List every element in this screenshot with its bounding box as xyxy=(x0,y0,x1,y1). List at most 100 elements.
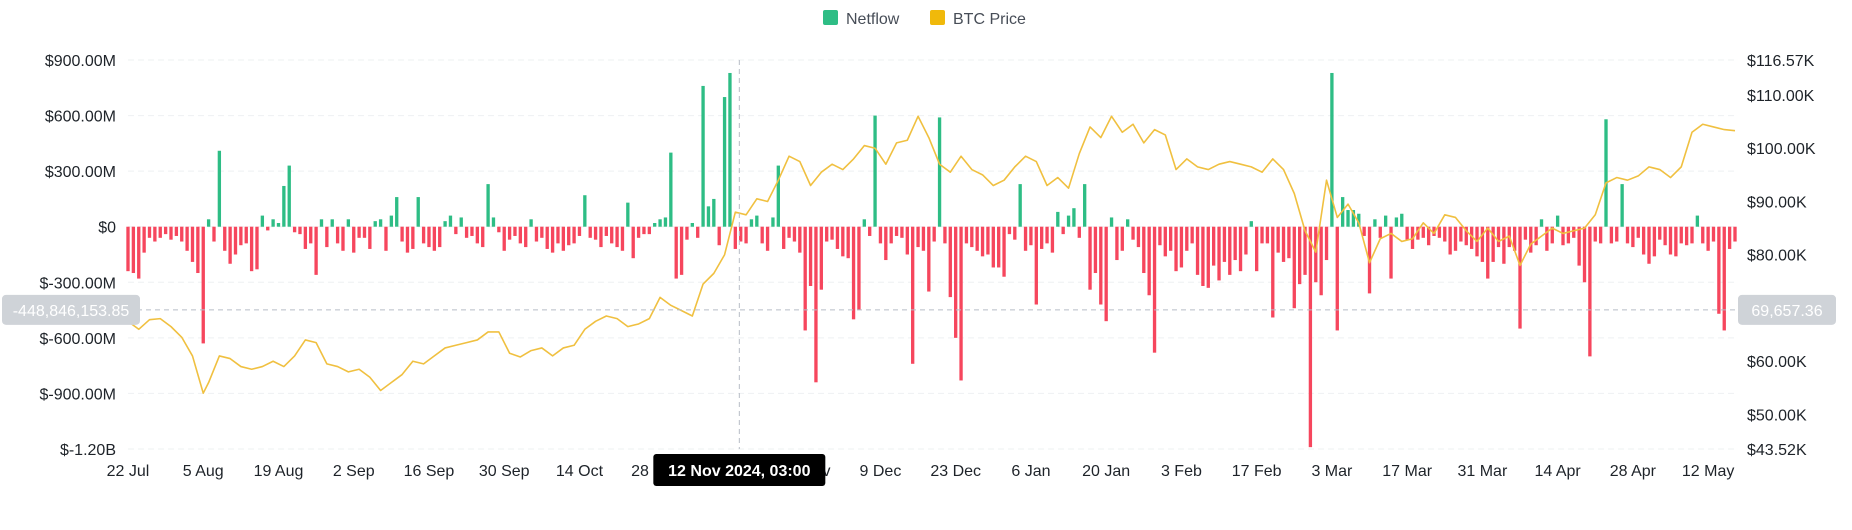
netflow-bar xyxy=(857,226,861,311)
netflow-bar xyxy=(679,226,684,275)
right-tick-label: $110.00K xyxy=(1747,88,1815,105)
netflow-bar xyxy=(1453,226,1458,251)
netflow-bar xyxy=(1029,226,1033,246)
netflow-bar xyxy=(690,223,694,227)
netflow-bar xyxy=(1496,226,1501,248)
netflow-bar xyxy=(1486,226,1490,279)
netflow-bar xyxy=(389,215,394,227)
netflow-bar xyxy=(1502,226,1506,264)
netflow-bar xyxy=(1652,226,1657,257)
x-tick-label: 16 Sep xyxy=(404,463,455,480)
netflow-bar xyxy=(1717,226,1721,314)
netflow-bar xyxy=(1529,226,1533,253)
netflow-bar xyxy=(1534,226,1538,246)
netflow-bar xyxy=(841,226,845,257)
netflow-bar xyxy=(755,215,759,227)
left-tick-label: $600.00M xyxy=(45,109,116,126)
netflow-bar xyxy=(1658,226,1662,240)
netflow-bar xyxy=(1217,226,1221,281)
right-axis: $116.57K $110.00K $100.00K $90.00K $80.00K $6… xyxy=(1747,53,1816,459)
netflow-bar xyxy=(153,226,157,242)
netflow-bar xyxy=(889,226,893,244)
netflow-bar xyxy=(712,198,716,227)
left-tick-label: $300.00M xyxy=(45,164,116,181)
netflow-bar xyxy=(959,226,963,381)
x-tick-label: 3 Feb xyxy=(1161,463,1202,480)
netflow-bar xyxy=(948,226,952,298)
netflow-bar xyxy=(309,226,313,244)
netflow-bar xyxy=(1034,226,1038,305)
crosshair-left-value: -448,846,153.85 xyxy=(13,303,130,320)
netflow-bar xyxy=(1668,226,1673,255)
netflow-bar xyxy=(760,226,764,244)
crosshair-left-badge xyxy=(2,294,140,325)
x-tick-label: 22 Jul xyxy=(107,463,150,480)
netflow-bar xyxy=(701,85,705,227)
legend-btc-price-label[interactable]: BTC Price xyxy=(953,11,1026,28)
x-tick-label: 6 Jan xyxy=(1011,463,1050,480)
netflow-bar xyxy=(927,226,931,292)
netflow-bar xyxy=(1276,226,1280,253)
legend-btc-price-swatch[interactable] xyxy=(930,10,945,25)
netflow-bar xyxy=(1050,226,1055,253)
netflow-bar xyxy=(357,226,361,238)
netflow-bar xyxy=(395,197,399,227)
netflow-bar xyxy=(868,226,872,236)
netflow-bar xyxy=(1330,72,1334,227)
netflow-bar xyxy=(502,226,506,251)
right-tick-label: $50.00K xyxy=(1747,407,1807,424)
netflow-bar xyxy=(190,226,195,262)
netflow-bar xyxy=(1598,226,1603,244)
netflow-bar xyxy=(1701,226,1705,244)
netflow-bar xyxy=(1061,226,1065,235)
netflow-bar xyxy=(1448,226,1452,255)
netflow-bar xyxy=(851,226,856,320)
netflow-bar xyxy=(497,226,501,233)
netflow-bar xyxy=(1244,226,1248,255)
netflow-bar xyxy=(1443,226,1447,242)
x-tick-label: 12 May xyxy=(1682,463,1734,480)
x-tick-label: 31 Mar xyxy=(1457,463,1507,480)
netflow-bar xyxy=(1722,226,1726,331)
legend-netflow-label[interactable]: Netflow xyxy=(846,11,900,28)
netflow-bar xyxy=(728,72,732,227)
right-tick-label: $100.00K xyxy=(1747,141,1816,158)
netflow-bar xyxy=(448,215,453,227)
netflow-bar xyxy=(228,226,232,264)
netflow-bar xyxy=(1195,226,1200,275)
netflow-bar xyxy=(325,226,329,248)
netflow-bar xyxy=(653,223,657,227)
netflow-bar xyxy=(131,226,136,274)
netflow-bar xyxy=(814,226,818,383)
netflow-bar xyxy=(873,115,877,227)
netflow-bar xyxy=(620,226,625,251)
netflow-bar xyxy=(1432,226,1436,236)
netflow-bar xyxy=(808,226,813,286)
netflow-bar xyxy=(260,215,265,227)
netflow-bar xyxy=(765,226,770,251)
netflow-bar xyxy=(314,226,318,275)
netflow-bar xyxy=(1147,226,1151,296)
legend: Netflow BTC Price xyxy=(823,10,1026,28)
netflow-bar xyxy=(1308,226,1313,448)
netflow-bar xyxy=(916,226,920,248)
netflow-bar xyxy=(432,226,437,251)
netflow-bar xyxy=(636,226,641,238)
netflow-bar xyxy=(900,226,904,238)
x-tick-label: 23 Dec xyxy=(930,463,981,480)
netflow-bar xyxy=(1636,226,1640,238)
netflow-bar xyxy=(1684,226,1689,246)
netflow-bar xyxy=(744,226,748,244)
netflow-bar xyxy=(1281,226,1286,262)
netflow-bar xyxy=(1512,226,1517,251)
netflow-bar xyxy=(362,226,367,238)
legend-netflow-swatch[interactable] xyxy=(823,10,838,25)
netflow-bar xyxy=(1077,226,1081,238)
netflow-bar xyxy=(1378,226,1382,238)
netflow-bar xyxy=(1679,226,1683,244)
netflow-bar xyxy=(1421,226,1425,238)
netflow-bar xyxy=(1383,215,1388,227)
netflow-bar xyxy=(782,226,786,249)
netflow-bar xyxy=(819,226,823,290)
